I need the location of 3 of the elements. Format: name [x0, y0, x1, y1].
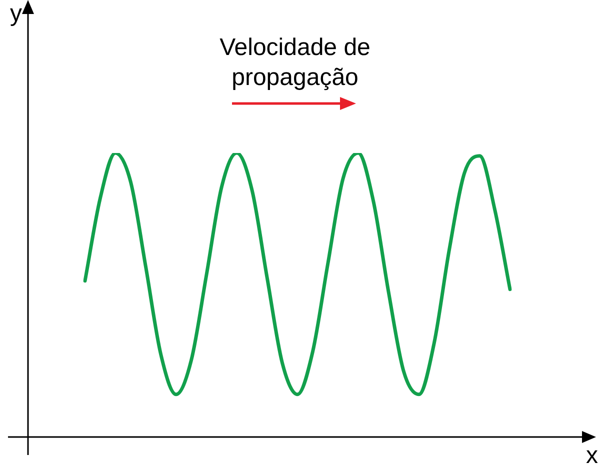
text: Velocidade de propagação — [218, 33, 372, 93]
x-axis-title: x — [586, 442, 598, 466]
text: y — [10, 0, 22, 27]
